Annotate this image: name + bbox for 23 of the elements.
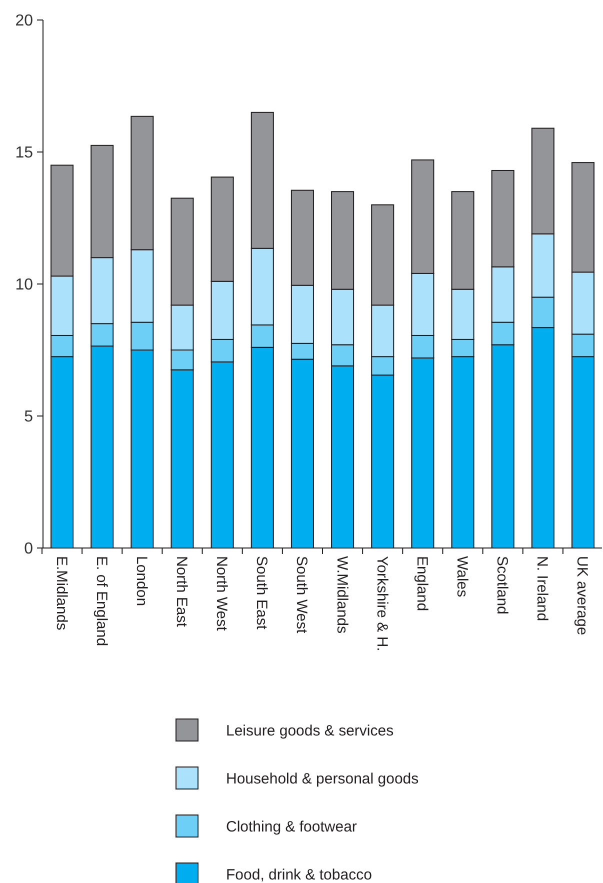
y-tick-label: 10 (15, 276, 34, 294)
legend-label: Household & personal goods (226, 770, 419, 788)
y-tick-label: 15 (15, 144, 34, 162)
x-tick-label: North West (213, 556, 230, 632)
x-tick-label: Yorkshire & H. (373, 556, 390, 652)
x-tick-label: England (413, 556, 430, 612)
legend-label: Clothing & footwear (226, 818, 357, 836)
x-tick-label: South East (253, 556, 270, 630)
x-tick-label: London (132, 556, 150, 606)
y-tick-label: 5 (24, 408, 34, 426)
x-tick-label: UK average (574, 556, 591, 636)
x-tick-label: Scotland (494, 556, 511, 614)
y-tick-label: 0 (24, 540, 34, 558)
y-tick-label: 20 (15, 12, 34, 30)
x-tick-label: N. Ireland (534, 556, 551, 622)
x-tick-label: Wales (454, 556, 470, 598)
x-tick-label: North East (173, 556, 190, 628)
legend-label: Food, drink & tobacco (226, 866, 372, 883)
x-tick-label: E.Midlands (52, 556, 70, 630)
x-tick-label: South West (293, 556, 310, 634)
x-tick-label: E. of England (92, 556, 110, 646)
x-tick-label: W.Midlands (333, 556, 350, 634)
legend-label: Leisure goods & services (226, 722, 394, 740)
